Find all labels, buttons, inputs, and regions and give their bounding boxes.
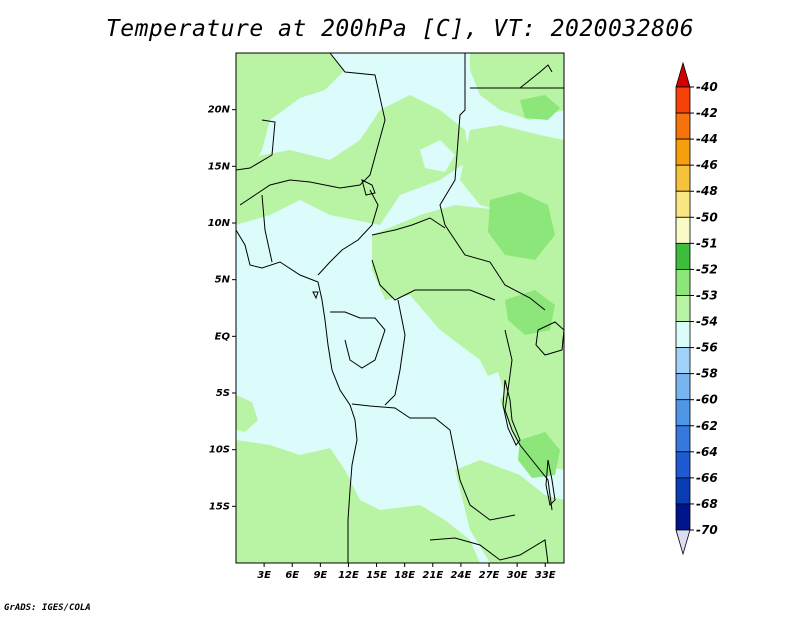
lon-tick-label: 21E	[422, 570, 443, 581]
colorbar-label: -66	[696, 471, 718, 485]
lat-tick-label: 15N	[208, 161, 231, 172]
field-region-east-strip	[460, 125, 564, 215]
colorbar-swatch	[675, 451, 691, 479]
lon-tick-label: 3E	[257, 570, 271, 581]
field-region-south-east	[455, 460, 564, 563]
border-car-north	[371, 217, 446, 236]
colorbar-label: -56	[696, 341, 718, 355]
colorbar-swatch	[675, 477, 691, 505]
red-sea-coast	[519, 64, 553, 89]
colorbar-label: -52	[696, 262, 718, 276]
lat-tick-label: EQ	[215, 331, 231, 342]
colorbar-swatch	[675, 321, 691, 348]
colorbar-label: -60	[696, 393, 718, 407]
lat-tick-label: 5S	[216, 388, 230, 399]
colorbar-swatch	[675, 503, 691, 531]
longitude-axis: 3E 6E 9E 12E 15E 18E 21E 24E 27E 30E 33E	[257, 563, 556, 581]
colorbar-swatch	[675, 399, 691, 427]
border-north-2	[239, 53, 386, 206]
lon-tick-label: 12E	[338, 570, 359, 581]
colorbar-swatch	[675, 216, 691, 244]
lake-chad	[361, 179, 376, 196]
colorbar-swatch	[675, 242, 691, 270]
colorbar-label: -62	[696, 419, 718, 433]
lon-tick-label: 6E	[285, 570, 299, 581]
lon-tick-label: 18E	[394, 570, 415, 581]
border-east-lakes	[504, 329, 553, 511]
border-drc-east	[384, 299, 406, 406]
temperature-field	[236, 53, 564, 563]
latitude-axis: 20N 15N 10N 5N EQ 5S 10S 15S	[208, 105, 236, 512]
lake-victoria	[535, 321, 564, 356]
colorbar-swatch	[675, 269, 691, 296]
field-region-northwest	[236, 53, 345, 175]
colorbar-label: -54	[696, 315, 718, 329]
lon-tick-label: 24E	[451, 570, 472, 581]
colorbar-swatch	[675, 295, 691, 322]
lat-tick-label: 10S	[209, 445, 230, 456]
field-patch-northeast	[520, 95, 560, 120]
colorbar-swatch	[675, 112, 691, 140]
border-southern	[429, 537, 549, 563]
field-patch-east-2	[505, 290, 555, 335]
field-region-southwest	[236, 440, 480, 563]
border-cameroon-nigeria	[317, 189, 379, 276]
colorbar-bottom-triangle	[675, 529, 691, 556]
colorbar-label: -64	[696, 445, 718, 459]
border-nigeria-west	[261, 194, 273, 263]
colorbar-top-triangle	[675, 61, 691, 88]
field-region-north-band	[236, 95, 470, 225]
chart-title: Temperature at 200hPa [C], VT: 202003280…	[105, 16, 695, 42]
colorbar-swatch	[675, 347, 691, 375]
colorbar-label: -68	[696, 497, 718, 511]
lake-malawi	[545, 459, 556, 507]
colorbar-label: -48	[696, 184, 718, 198]
lon-tick-label: 30E	[507, 570, 528, 581]
colorbar: -40 -42 -44 -46 -48 -50 -51 -52 -53 -54 -56 -58 -60 -…	[675, 61, 718, 556]
colorbar-label: -53	[696, 288, 718, 302]
colorbar-label: -51	[696, 236, 718, 250]
colorbar-label: -70	[696, 523, 718, 537]
colorbar-label: -46	[696, 158, 718, 172]
lon-tick-label: 27E	[479, 570, 500, 581]
lat-tick-label: 15S	[209, 501, 230, 512]
colorbar-swatch	[675, 425, 691, 453]
field-patch-east-1	[488, 192, 555, 260]
colorbar-label: -40	[696, 80, 718, 94]
colorbar-swatch	[675, 373, 691, 401]
coastline-west-africa	[236, 229, 358, 563]
political-boundaries	[236, 53, 564, 563]
border-drc-angola	[351, 403, 516, 521]
lon-tick-label: 9E	[313, 570, 327, 581]
colorbar-swatch	[675, 164, 691, 192]
border-north-1	[236, 119, 276, 171]
border-chad-sudan	[439, 53, 546, 311]
colorbar-label: -42	[696, 106, 718, 120]
field-region-central-east	[372, 205, 564, 470]
lake-tanganyika	[502, 379, 521, 446]
colorbar-swatch	[675, 138, 691, 166]
lon-tick-label: 33E	[535, 570, 556, 581]
colorbar-label: -50	[696, 210, 718, 224]
map-frame	[235, 52, 565, 564]
border-car-south	[371, 259, 496, 301]
grads-credit: GrADS: IGES/COLA	[4, 603, 91, 613]
lat-tick-label: 10N	[208, 218, 231, 229]
lat-tick-label: 20N	[208, 105, 231, 116]
field-pocket-2	[476, 372, 505, 408]
border-congo-gabon	[330, 311, 386, 369]
lat-tick-label: 5N	[215, 275, 231, 286]
island-coast	[312, 291, 319, 300]
colorbar-swatch	[675, 86, 691, 114]
colorbar-label: -58	[696, 367, 718, 381]
lon-tick-label: 15E	[366, 570, 387, 581]
colorbar-swatch	[675, 190, 691, 218]
field-pocket-1	[420, 140, 455, 172]
field-region-west-island	[236, 395, 258, 432]
colorbar-label: -44	[696, 132, 718, 146]
